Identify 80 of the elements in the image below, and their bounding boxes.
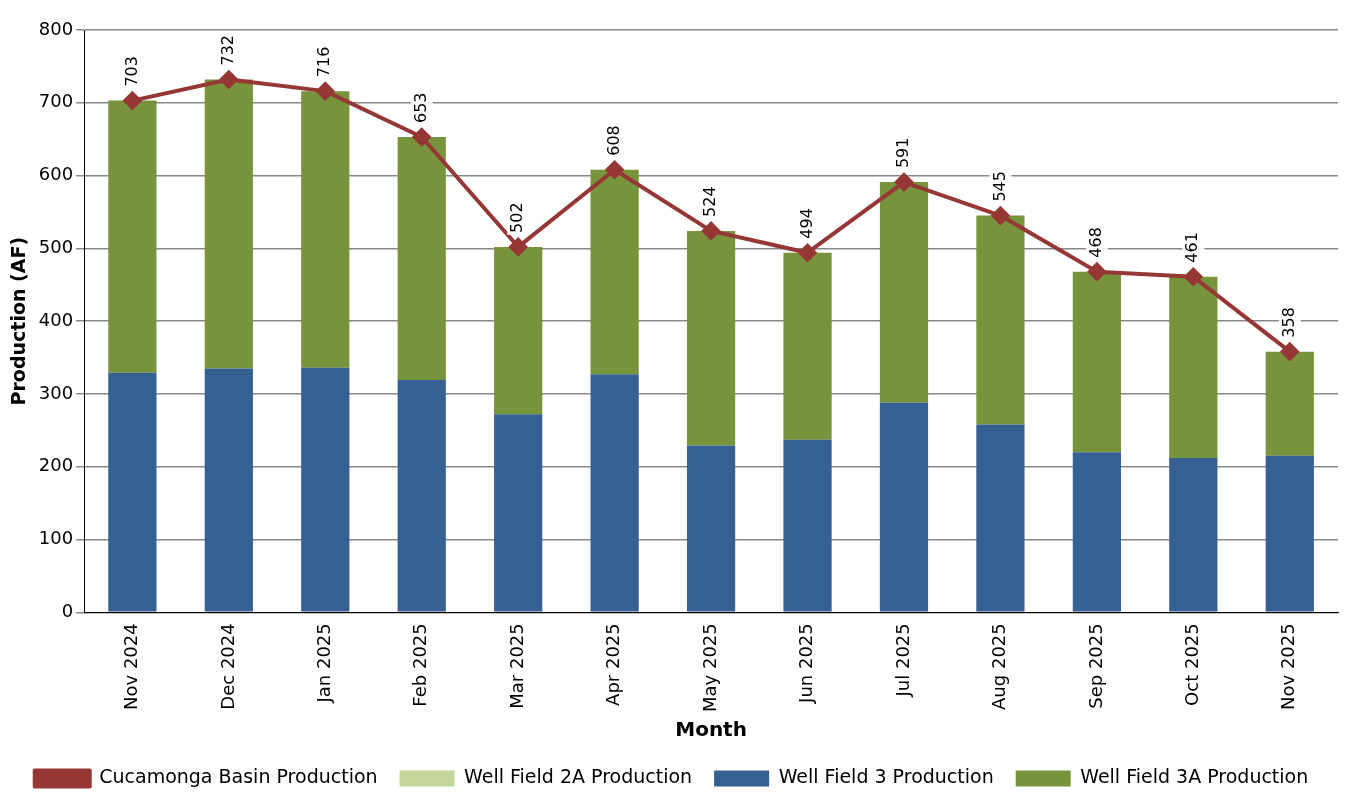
bar — [686, 230, 736, 446]
point — [798, 243, 817, 262]
point — [1184, 267, 1203, 286]
bar — [397, 380, 446, 612]
bar — [108, 372, 157, 612]
data-label: 545 — [989, 171, 1009, 202]
bar — [1169, 276, 1218, 458]
data-label: 653 — [410, 92, 430, 123]
data-label: 502 — [507, 202, 527, 233]
legend-label: Well Field 3A Production — [1080, 765, 1309, 788]
point — [316, 82, 335, 101]
point — [702, 221, 721, 240]
x-tick-label: Jun 2025 — [795, 623, 817, 704]
y-tick-label: 100 — [38, 527, 74, 549]
y-tick-label: 600 — [38, 163, 74, 185]
legend-label: Well Field 2A Production — [464, 765, 693, 788]
bar — [494, 246, 543, 415]
data-label: 494 — [796, 208, 816, 239]
y-axis-title: Production (AF) — [7, 236, 30, 406]
x-tick-label: Jul 2025 — [891, 623, 913, 698]
x-tick-label: Apr 2025 — [602, 623, 624, 706]
x-tick-label: Oct 2025 — [1181, 623, 1202, 706]
point — [1087, 262, 1106, 281]
point — [123, 91, 142, 110]
data-label: 703 — [121, 56, 141, 87]
y-tick-label: 400 — [38, 308, 74, 330]
bar — [783, 439, 832, 612]
bar — [301, 91, 350, 368]
point — [509, 237, 528, 256]
data-label: 358 — [1278, 307, 1298, 338]
data-label: 591 — [893, 137, 913, 169]
point — [412, 127, 431, 146]
legend-label: Cucamonga Basin Production — [99, 765, 378, 788]
data-label: 461 — [1182, 232, 1202, 263]
x-axis-title: Month — [675, 717, 747, 742]
point — [1280, 342, 1299, 361]
point — [605, 160, 624, 179]
x-tick-label: Nov 2025 — [1277, 623, 1299, 710]
x-tick-label: Aug 2025 — [988, 623, 1010, 710]
x-tick-label: Sep 2025 — [1084, 623, 1106, 709]
x-tick-label: Mar 2025 — [505, 623, 527, 709]
y-tick-label: 200 — [38, 454, 74, 476]
data-label: 732 — [217, 34, 237, 66]
bar — [976, 424, 1025, 612]
y-tick-label: 500 — [38, 236, 74, 258]
bar — [1072, 271, 1121, 453]
data-label: 524 — [700, 186, 720, 217]
y-tick-label: 700 — [38, 90, 74, 112]
legend-label: Well Field 3 Production — [778, 765, 994, 788]
bar — [976, 215, 1025, 425]
x-tick-label: Nov 2024 — [120, 623, 142, 710]
bar — [204, 368, 253, 612]
data-label: 716 — [314, 46, 334, 78]
bar — [879, 182, 929, 403]
data-label: 608 — [603, 125, 623, 156]
y-tick-label: 0 — [61, 599, 74, 621]
bar — [686, 445, 736, 612]
x-tick-label: Jan 2025 — [312, 623, 334, 704]
bar — [590, 169, 639, 375]
bar — [590, 374, 639, 612]
bar — [204, 79, 253, 369]
bar — [1265, 455, 1314, 612]
bar — [1072, 452, 1121, 612]
point — [991, 206, 1010, 225]
bar — [301, 367, 350, 612]
bar — [108, 100, 157, 373]
bar — [783, 252, 832, 440]
bar — [879, 402, 929, 612]
data-label: 468 — [1086, 227, 1106, 258]
x-tick-label: Feb 2025 — [409, 623, 431, 707]
bar — [494, 414, 543, 612]
bar — [1265, 351, 1314, 456]
x-tick-label: May 2025 — [698, 623, 720, 713]
point — [219, 70, 238, 89]
bar — [397, 136, 446, 381]
y-tick-label: 300 — [38, 381, 74, 403]
x-tick-label: Dec 2024 — [216, 623, 238, 710]
y-tick-label: 800 — [38, 17, 74, 39]
bar — [1169, 457, 1218, 612]
point — [894, 173, 913, 192]
